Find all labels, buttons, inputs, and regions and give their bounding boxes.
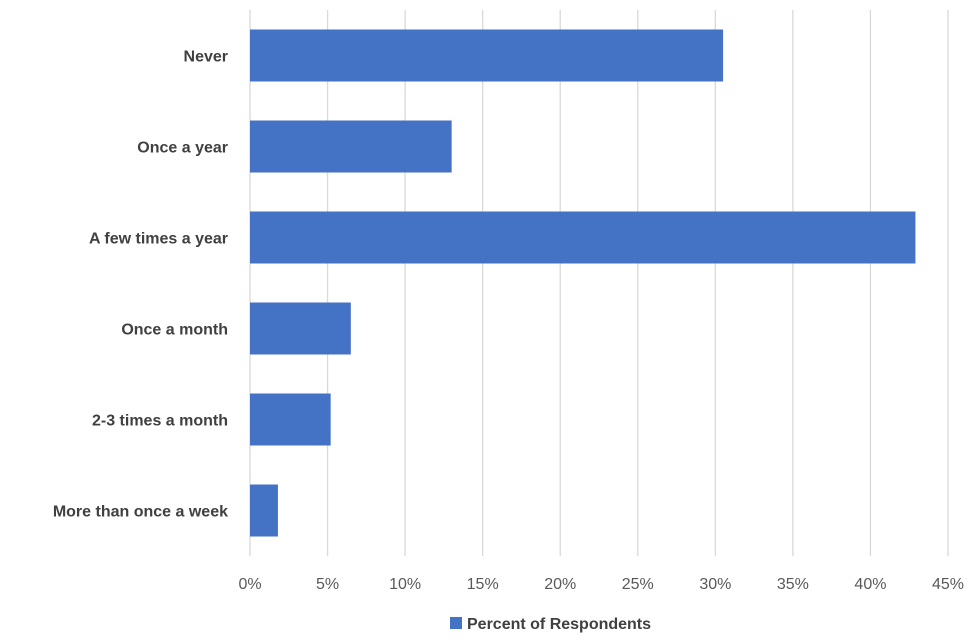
x-axis-tick-labels: 0% 5% 10% 15% 20% 25% 30% 35% 40% 45% xyxy=(238,576,964,593)
bar xyxy=(250,120,452,173)
category-label: Once a month xyxy=(121,322,228,339)
x-tick-label: 35% xyxy=(777,576,809,593)
category-label: A few times a year xyxy=(89,231,228,248)
gridlines xyxy=(249,10,949,556)
x-tick-label: 30% xyxy=(699,576,731,593)
bar xyxy=(250,484,278,537)
x-tick-label: 45% xyxy=(932,576,964,593)
bar xyxy=(250,29,724,82)
x-tick-label: 5% xyxy=(316,576,339,593)
bar xyxy=(250,302,351,355)
bar xyxy=(250,393,331,446)
x-tick-label: 40% xyxy=(854,576,886,593)
x-tick-label: 25% xyxy=(622,576,654,593)
category-label: 2-3 times a month xyxy=(92,413,228,430)
bar xyxy=(250,211,916,264)
category-label: Never xyxy=(184,49,228,66)
legend-swatch xyxy=(450,617,462,629)
bars xyxy=(250,29,916,537)
category-labels: Never Once a year A few times a year Once a… xyxy=(53,49,228,521)
x-tick-label: 10% xyxy=(389,576,421,593)
x-tick-label: 0% xyxy=(238,576,261,593)
legend: Percent of Respondents xyxy=(450,616,651,633)
category-label: More than once a week xyxy=(53,504,228,521)
x-tick-label: 15% xyxy=(467,576,499,593)
legend-label: Percent of Respondents xyxy=(467,616,651,633)
x-tick-label: 20% xyxy=(544,576,576,593)
category-label: Once a year xyxy=(137,140,228,157)
